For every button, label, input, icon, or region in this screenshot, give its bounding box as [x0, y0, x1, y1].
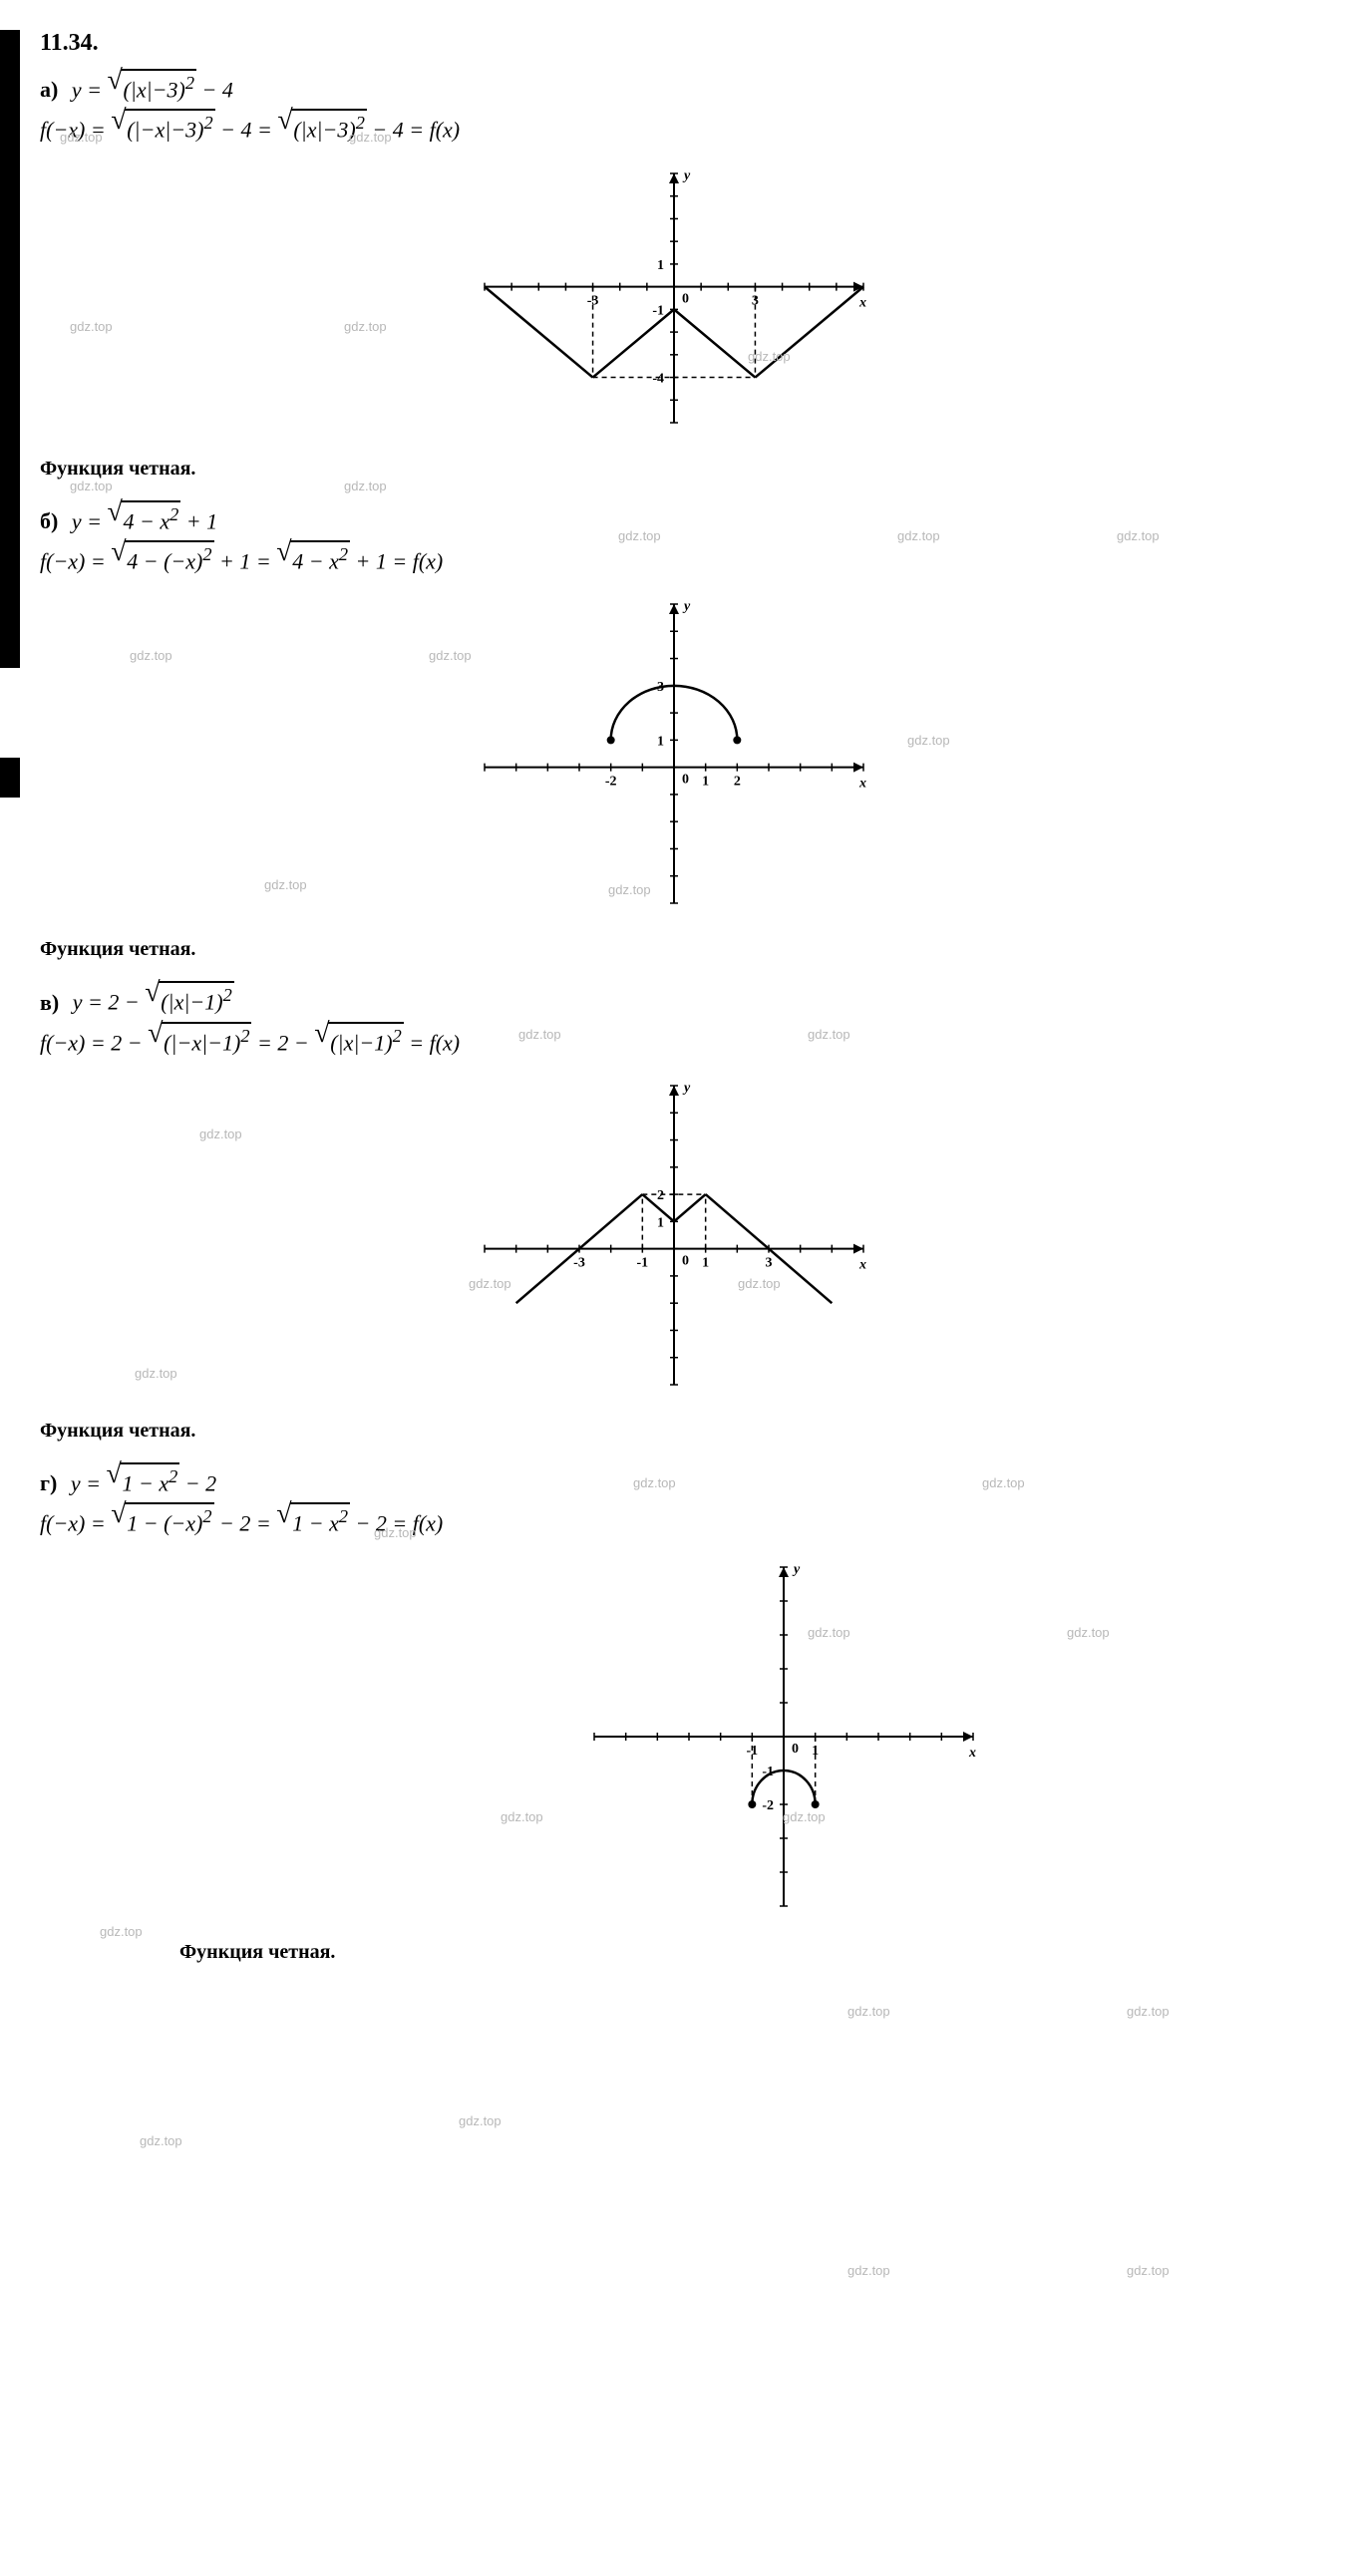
svg-text:0: 0 [682, 291, 689, 306]
svg-text:1: 1 [657, 1215, 664, 1230]
svg-text:y: y [792, 1562, 801, 1577]
svg-text:y: y [682, 599, 691, 614]
chart-b-svg: -212130xy [465, 584, 883, 923]
watermark: gdz.top [140, 2133, 182, 2148]
problem-b: б) y = √4 − x2 + 1 f(−x) = √4 − (−x)2 + … [40, 500, 1308, 962]
equation-y-a: а) y = √(|x|−3)2 − 4 [40, 69, 1308, 103]
svg-text:-1: -1 [652, 303, 664, 318]
chart-d: -11-2-10xy [40, 1547, 1308, 1931]
equation-f-b: f(−x) = √4 − (−x)2 + 1 = √4 − x2 + 1 = f… [40, 540, 1308, 574]
svg-text:1: 1 [702, 1256, 709, 1271]
svg-text:1: 1 [657, 735, 664, 750]
conclusion-b: Функция четная. [40, 938, 1308, 961]
svg-text:0: 0 [792, 1742, 799, 1757]
watermark: gdz.top [70, 479, 113, 493]
equation-y-c: в) y = 2 − √(|x|−1)2 [40, 981, 1308, 1015]
problem-a: а) y = √(|x|−3)2 − 4 f(−x) = √(|−x|−3)2 … [40, 69, 1308, 481]
chart-c-svg: -3 -1 1 3 1 2 0 x y [465, 1066, 883, 1405]
chart-a: -33-4-110xy [40, 154, 1308, 448]
problem-c: в) y = 2 − √(|x|−1)2 f(−x) = 2 − √(|−x|−… [40, 981, 1308, 1443]
chart-a-svg: -33-4-110xy [465, 154, 883, 443]
svg-text:x: x [858, 777, 866, 792]
section-number: 11.34. [40, 30, 1308, 57]
equation-y-b: б) y = √4 − x2 + 1 [40, 500, 1308, 534]
chart-d-svg: -11-2-10xy [574, 1547, 993, 1926]
problem-d: г) y = √1 − x2 − 2 f(−x) = √1 − (−x)2 − … [40, 1462, 1308, 1964]
equation-f-d: f(−x) = √1 − (−x)2 − 2 = √1 − x2 − 2 = f… [40, 1502, 1308, 1536]
chart-b: -212130xy [40, 584, 1308, 928]
svg-text:0: 0 [682, 1254, 689, 1269]
chart-c: -3 -1 1 3 1 2 0 x y [40, 1066, 1308, 1410]
svg-text:y: y [682, 168, 691, 183]
page-edge-bar [0, 758, 20, 798]
svg-text:-3: -3 [573, 1256, 585, 1271]
watermark: gdz.top [1127, 2004, 1170, 2019]
equation-f-a: f(−x) = √(|−x|−3)2 − 4 = √(|x|−3)2 − 4 =… [40, 109, 1308, 143]
watermark: gdz.top [344, 479, 387, 493]
equation-f-c: f(−x) = 2 − √(|−x|−1)2 = 2 − √(|x|−1)2 =… [40, 1022, 1308, 1056]
svg-text:x: x [858, 295, 866, 310]
svg-text:3: 3 [766, 1256, 773, 1271]
svg-text:-2: -2 [605, 775, 617, 790]
equation-y-d: г) y = √1 − x2 − 2 [40, 1462, 1308, 1496]
svg-text:-1: -1 [636, 1256, 648, 1271]
svg-text:2: 2 [657, 1188, 664, 1203]
conclusion-d: Функция четная. [179, 1941, 1308, 1964]
svg-text:2: 2 [734, 775, 741, 790]
svg-text:1: 1 [657, 258, 664, 273]
svg-text:x: x [968, 1746, 976, 1761]
watermark: gdz.top [1127, 2263, 1170, 2278]
page-edge-bar [0, 30, 20, 668]
svg-text:1: 1 [702, 775, 709, 790]
conclusion-a: Функция четная. [40, 458, 1308, 481]
svg-text:0: 0 [682, 773, 689, 788]
watermark: gdz.top [847, 2004, 890, 2019]
watermark: gdz.top [459, 2113, 502, 2128]
svg-text:y: y [682, 1081, 691, 1096]
svg-text:-4: -4 [652, 371, 664, 386]
watermark: gdz.top [847, 2263, 890, 2278]
svg-text:x: x [858, 1258, 866, 1273]
svg-text:-2: -2 [762, 1798, 774, 1813]
conclusion-c: Функция четная. [40, 1420, 1308, 1443]
